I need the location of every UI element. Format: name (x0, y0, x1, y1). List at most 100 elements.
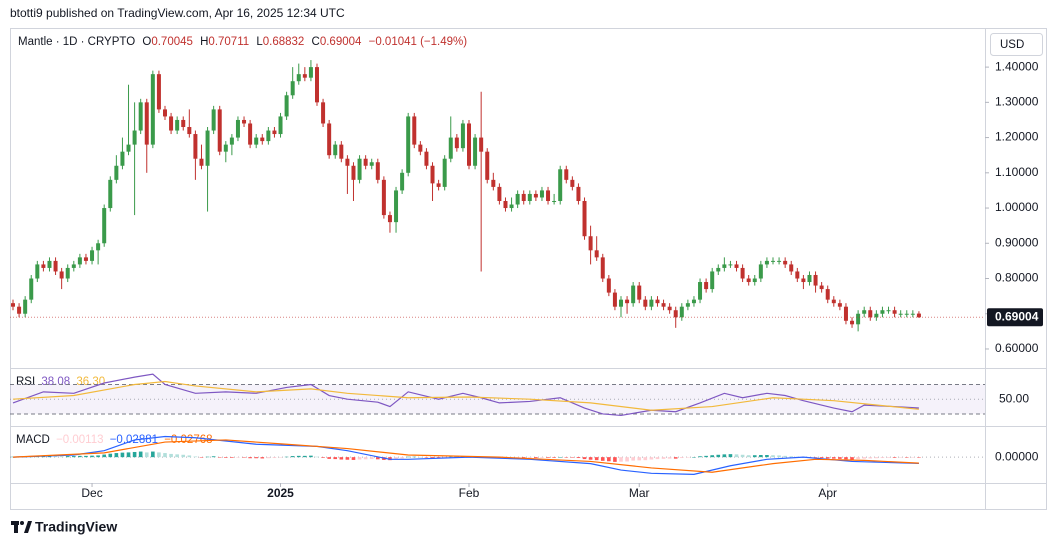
macd-histogram-bar (607, 457, 611, 462)
candle-body (327, 123, 332, 156)
y-tick-label: 0.80000 (995, 271, 1039, 285)
macd-histogram-bar (345, 457, 350, 460)
legend-low: 0.68832 (263, 36, 305, 48)
candle-body (527, 193, 532, 201)
candle-body (740, 267, 745, 279)
legend-key: C (312, 36, 320, 48)
candle-body (406, 116, 411, 173)
macd-histogram-bar (777, 455, 781, 458)
y-tick-label: 1.40000 (995, 59, 1039, 73)
candle-body (430, 165, 435, 184)
candle-body (400, 172, 405, 191)
macd-histogram-bar (844, 457, 848, 460)
candle-body (552, 200, 557, 202)
legend-high: 0.70711 (208, 36, 249, 48)
candle-body (120, 151, 125, 166)
candle-body (308, 67, 313, 78)
y-tick-label: 1.00000 (995, 200, 1039, 214)
macd-histogram-bar (357, 457, 362, 460)
candle-body (698, 282, 703, 300)
candle-body (856, 313, 861, 325)
macd-histogram-bar (813, 457, 818, 458)
candle-body (169, 116, 174, 131)
macd-line (12, 439, 919, 473)
candle-body (825, 289, 830, 300)
y-tick-label: 1.20000 (995, 130, 1039, 144)
candle-body (819, 285, 824, 290)
macd-histogram-bar (205, 456, 210, 458)
candle-body (235, 119, 240, 138)
currency-label[interactable]: USD (1000, 39, 1024, 51)
macd-histogram-bar (163, 453, 167, 458)
macd-histogram-bar (728, 454, 733, 458)
macd-histogram-bar (327, 457, 331, 459)
candle-body (874, 313, 879, 318)
x-tick-label: Dec (81, 486, 102, 500)
macd-histogram-bar (242, 457, 246, 458)
macd-histogram-bar (698, 456, 702, 458)
candle-body (764, 260, 769, 265)
candle-body (205, 130, 210, 166)
candle-body (807, 274, 812, 283)
candle-body (11, 303, 15, 307)
candle-body (375, 162, 380, 180)
currency-button[interactable] (990, 33, 1043, 56)
candle-body (381, 179, 386, 216)
candle-body (424, 151, 429, 166)
macd-histogram-bar (874, 457, 879, 459)
macd-histogram-bar (898, 457, 903, 458)
candle-body (588, 236, 593, 251)
candle-body (394, 190, 399, 223)
candle-body (41, 264, 46, 268)
macd-histogram-bar (217, 457, 222, 458)
macd-histogram-bar (594, 457, 599, 461)
candle-body (850, 320, 855, 325)
candle-body (643, 299, 648, 307)
candle-body (570, 179, 575, 187)
macd-histogram-bar (187, 455, 192, 458)
candle-body (910, 313, 915, 315)
candle-body (211, 109, 216, 131)
candle-body (47, 260, 52, 268)
candle-body (53, 260, 58, 272)
macd-histogram-bar (716, 454, 721, 458)
macd-histogram-bar (84, 455, 88, 458)
candle-body (515, 193, 520, 205)
candle-body (412, 116, 417, 145)
candle-body (649, 299, 654, 307)
macd-histogram-bar (649, 457, 654, 460)
macd-histogram-bar (746, 455, 751, 458)
candle-body (503, 200, 508, 209)
macd-histogram-bar (102, 454, 106, 458)
macd-histogram-bar (248, 457, 252, 459)
macd-histogram-bar (78, 455, 82, 458)
candle-body (187, 127, 192, 135)
macd-histogram-bar (868, 457, 873, 459)
macd-histogram-bar (521, 457, 526, 459)
candle-body (783, 260, 788, 265)
macd-histogram-bar (65, 456, 70, 458)
rsi-tick-label: 50.00 (999, 391, 1029, 405)
rsi-value: 38.08 (41, 376, 70, 388)
macd-histogram-bar (230, 457, 234, 458)
macd-histogram-bar (588, 457, 593, 460)
candle-body (77, 257, 82, 265)
brand-logo (11, 521, 32, 533)
candle-body (59, 271, 64, 279)
macd-histogram-bar (570, 457, 575, 458)
candle-body (333, 144, 338, 156)
candle-body (302, 74, 307, 78)
macd-line (12, 435, 919, 475)
candle-body (114, 165, 119, 180)
candle-body (795, 271, 800, 279)
candle-body (777, 260, 782, 262)
candle-body (880, 310, 885, 314)
candle-body (460, 123, 465, 149)
candle-body (163, 109, 167, 117)
candle-body (801, 278, 806, 283)
macd-histogram-bar (363, 457, 368, 460)
macd-histogram-bar (284, 456, 289, 458)
macd-histogram-bar (558, 457, 562, 458)
macd-histogram-bar (175, 454, 179, 458)
x-tick-label: Mar (629, 486, 650, 500)
